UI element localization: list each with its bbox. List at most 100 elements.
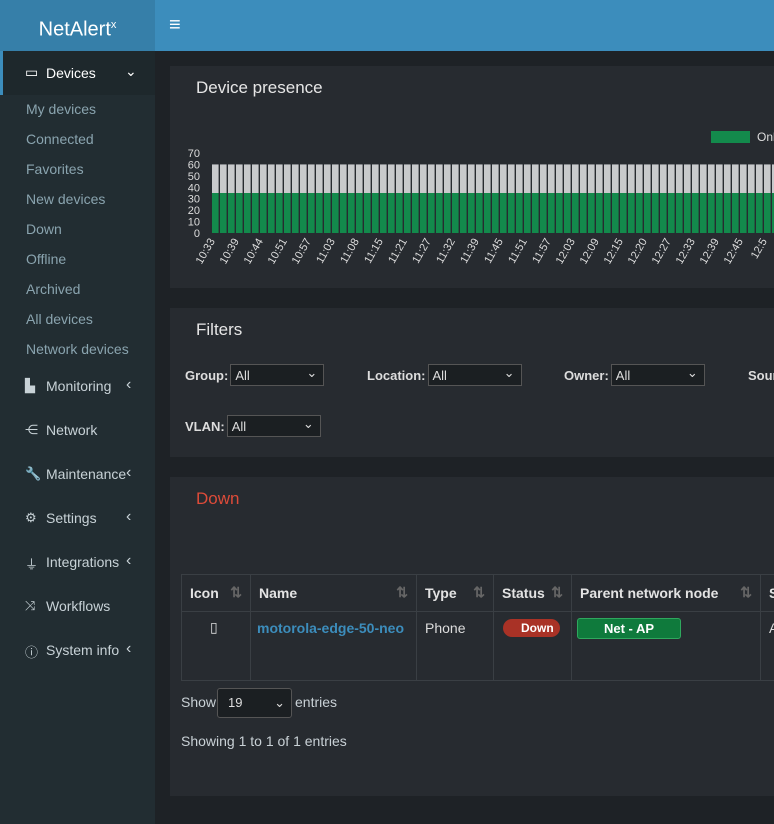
bar-segment — [716, 193, 723, 233]
menu-item[interactable]: Settings — [46, 510, 97, 526]
menu-icon: ⚙ — [25, 510, 37, 525]
bar-segment — [316, 193, 323, 233]
filter-select[interactable]: All ⌄ — [427, 364, 522, 386]
bar-segment — [228, 164, 235, 193]
device-link[interactable]: motorola-edge-50-neo — [257, 620, 405, 636]
devices-menu[interactable]: ▭ Devices ⌄ — [0, 51, 155, 95]
bar-segment — [420, 164, 427, 193]
submenu-item[interactable]: My devices — [26, 101, 97, 117]
menu-toggle[interactable]: ≡ — [169, 14, 181, 36]
filter-select[interactable]: All ⌄ — [230, 364, 325, 386]
bar-segment — [692, 164, 699, 193]
column-header[interactable]: Status ⇅ — [494, 575, 572, 611]
menu-arrow: ‹ — [126, 640, 132, 657]
bar-segment — [364, 164, 371, 193]
bar-segment — [460, 164, 467, 193]
submenu-item[interactable]: New devices — [26, 191, 106, 207]
bar-segment — [356, 193, 363, 233]
column-header[interactable]: Name ⇅ — [251, 575, 417, 611]
bar-segment — [452, 193, 459, 233]
menu-item[interactable]: System info — [46, 642, 120, 658]
submenu-item[interactable]: Favorites — [26, 161, 84, 177]
bar-segment — [596, 164, 603, 193]
cell-border — [572, 611, 761, 681]
bar-segment — [684, 164, 691, 193]
x-tick-label: 11:08 — [338, 237, 362, 266]
bar-segment — [532, 193, 539, 233]
x-tick-label: 12:03 — [554, 237, 578, 267]
menu-item[interactable]: Workflows — [46, 598, 111, 614]
y-tick-label: 0 — [194, 228, 200, 240]
menu-item[interactable]: Network — [46, 422, 98, 438]
bar-segment — [340, 164, 347, 193]
column-header[interactable]: Type ⇅ — [417, 575, 494, 611]
status-badge: Down — [503, 619, 560, 637]
submenu-item[interactable]: All devices — [26, 311, 93, 327]
bar-segment — [492, 164, 499, 193]
filter-label: Group: — [185, 368, 229, 383]
bar-segment — [516, 164, 523, 193]
bar-segment — [708, 164, 715, 193]
filter-label: VLAN: — [185, 419, 225, 434]
submenu-item[interactable]: Network devices — [26, 341, 129, 357]
column-header[interactable]: Parent network node ⇅ — [572, 575, 761, 611]
cell-text: Phone — [425, 620, 466, 636]
bar-segment — [548, 193, 555, 233]
bar-segment — [444, 164, 451, 193]
column-header[interactable]: Icon ⇅ — [182, 575, 251, 611]
bar-segment — [372, 193, 379, 233]
bar-segment — [572, 164, 579, 193]
x-tick-label: 11:45 — [482, 237, 506, 266]
bar-segment — [380, 164, 387, 193]
bar-segment — [700, 164, 707, 193]
x-tick-label: 10:44 — [242, 237, 266, 267]
submenu-item[interactable]: Offline — [26, 251, 67, 267]
bar-segment — [396, 164, 403, 193]
filter-select[interactable]: All ⌄ — [226, 415, 321, 437]
devices-table: Icon ⇅ Name ⇅ Type ⇅ Status ⇅ Parent network nod… — [181, 574, 774, 681]
bar-segment — [772, 164, 774, 193]
top-bar: ≡ — [155, 0, 774, 51]
sort-icon: ⇅ — [473, 584, 485, 600]
column-title: Icon — [190, 585, 219, 601]
bar-segment — [356, 164, 363, 193]
filter-select[interactable]: All ⌄ — [610, 364, 705, 386]
menu-icon: ⋲ — [25, 422, 38, 437]
submenu-item[interactable]: Connected — [26, 131, 94, 147]
legend-label: Onl — [757, 130, 774, 144]
submenu-item[interactable]: Down — [26, 221, 62, 237]
submenu-item[interactable]: Archived — [26, 281, 81, 297]
menu-item[interactable]: Integrations — [46, 554, 120, 570]
x-tick-label: 10:39 — [218, 237, 242, 267]
sidebar: NetAlertx ▭ Devices ⌄ My devices Connecte… — [0, 0, 155, 824]
column-title: S — [769, 585, 774, 601]
bar-segment — [732, 193, 739, 233]
y-tick-label: 70 — [188, 148, 200, 160]
bar-segment — [620, 164, 627, 193]
bar-segment — [228, 193, 235, 233]
x-tick-label: 11:15 — [362, 237, 386, 266]
column-title: Status — [502, 585, 545, 601]
menu-label: Devices — [46, 65, 96, 81]
bar-segment — [388, 164, 395, 193]
box-title: Device presence — [196, 78, 323, 97]
menu-item[interactable]: Monitoring — [46, 378, 112, 394]
bar-segment — [596, 193, 603, 233]
page-size-select[interactable]: 19 ⌄ — [217, 688, 292, 718]
bar-segment — [636, 164, 643, 193]
logo[interactable]: NetAlertx — [0, 0, 155, 51]
bar-segment — [564, 164, 571, 193]
column-header[interactable]: S — [761, 575, 774, 611]
menu-arrow: ‹ — [126, 464, 132, 481]
bar-segment — [292, 193, 299, 233]
bar-segment — [620, 193, 627, 233]
x-tick-label: 12:09 — [578, 237, 602, 267]
bar-segment — [220, 164, 227, 193]
x-tick-label: 11:51 — [506, 237, 530, 266]
parent-node[interactable]: Net - AP — [577, 618, 682, 639]
bar-segment — [604, 164, 611, 193]
bar-segment — [300, 164, 307, 193]
menu-item[interactable]: Maintenance — [46, 466, 127, 482]
bar-segment — [740, 193, 747, 233]
cell-border — [494, 611, 572, 681]
